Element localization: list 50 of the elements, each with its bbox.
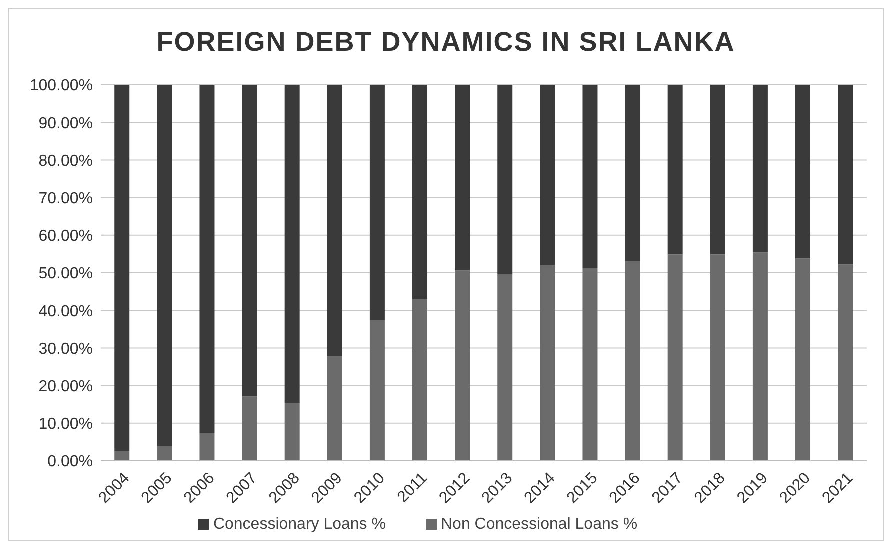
bar xyxy=(498,274,513,461)
bar xyxy=(412,85,428,300)
bar xyxy=(540,265,556,461)
bar xyxy=(284,85,300,404)
bar xyxy=(710,85,726,255)
y-tick-label: 30.00% xyxy=(38,340,93,358)
bar xyxy=(370,320,385,461)
legend-label: Concessionary Loans % xyxy=(213,516,386,533)
bar xyxy=(582,85,598,268)
bar xyxy=(582,268,598,461)
y-tick-label: 80.00% xyxy=(38,152,93,170)
bar xyxy=(114,451,130,461)
y-tick-label: 50.00% xyxy=(38,266,93,283)
y-tick-label: 90.00% xyxy=(38,115,93,132)
bar xyxy=(200,85,215,434)
bar xyxy=(625,85,640,262)
bar xyxy=(838,85,854,265)
bar xyxy=(157,85,172,446)
y-tick-label: 0.00% xyxy=(48,454,93,471)
y-tick-label: 60.00% xyxy=(38,228,93,246)
bar xyxy=(242,85,258,397)
bar xyxy=(752,252,768,461)
bar xyxy=(157,446,172,461)
bar xyxy=(498,85,513,275)
bar xyxy=(838,264,854,461)
y-tick-label: 100.00% xyxy=(30,78,93,95)
legend-label: Non Concessional Loans % xyxy=(440,516,638,533)
bar xyxy=(200,434,215,461)
bar xyxy=(668,85,683,255)
bar xyxy=(370,85,385,320)
y-tick-label: 40.00% xyxy=(38,303,93,320)
bar xyxy=(412,299,428,461)
bar xyxy=(710,254,726,461)
bar xyxy=(284,403,300,461)
y-tick-label: 70.00% xyxy=(38,190,93,208)
bar xyxy=(796,85,811,259)
y-tick-label: 10.00% xyxy=(38,416,93,434)
chart-title: FOREIGN DEBT DYNAMICS IN SRI LANKA xyxy=(156,26,736,59)
bar xyxy=(327,356,342,461)
bar xyxy=(625,261,640,461)
bar xyxy=(796,258,811,461)
bar xyxy=(455,270,470,461)
bar xyxy=(752,85,768,253)
bar xyxy=(327,85,342,356)
bar xyxy=(242,396,258,461)
y-tick-label: 20.00% xyxy=(38,378,93,396)
bar xyxy=(668,254,683,461)
bar xyxy=(540,85,556,266)
bar xyxy=(455,85,470,271)
bar xyxy=(114,85,130,452)
